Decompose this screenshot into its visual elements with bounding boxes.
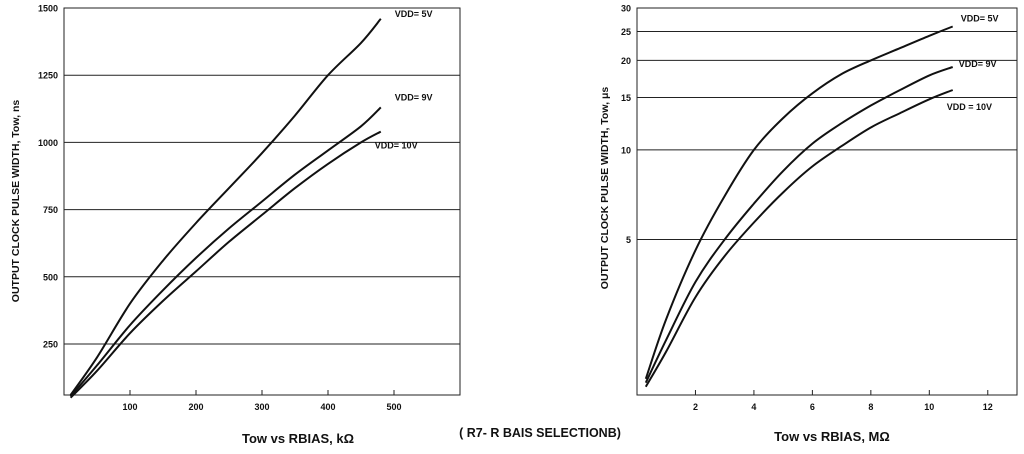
- left-x-tick-label: 100: [122, 402, 137, 412]
- left-curve-labels: VDD= 5V VDD= 9V VDD= 10V: [375, 9, 433, 151]
- left-curves: [69, 18, 382, 399]
- left-chart: 250 500 750 1000 1250 1500 100 200 300 400 500 VD…: [10, 4, 461, 446]
- right-x-ticks: 2 4 6 8 10 12: [693, 390, 993, 412]
- left-x-tick-label: 200: [188, 402, 203, 412]
- figure-caption: ( R7- R BAIS SELECTIONB): [459, 426, 621, 440]
- right-series-line: [644, 66, 954, 384]
- right-x-tick-label: 8: [868, 402, 873, 412]
- right-series-label: VDD= 5V: [961, 13, 999, 23]
- left-y-tick-label: 750: [43, 205, 58, 215]
- left-grid: [64, 74, 460, 345]
- left-x-axis-label: Tow vs RBIAS, kΩ: [242, 431, 354, 446]
- right-chart: 5 10 15 20 25 30 2 4 6 8 10 12 VDD= 5V VDD= 9V VDD =…: [599, 4, 1018, 444]
- left-x-tick-label: 400: [320, 402, 335, 412]
- right-y-tick-label: 5: [626, 235, 631, 245]
- right-y-axis-label: OUTPUT CLOCK PULSE WIDTH, Tow, μs: [599, 87, 611, 290]
- left-y-tick-label: 1250: [38, 71, 58, 81]
- right-y-tick-label: 25: [621, 27, 631, 37]
- left-series-line: [69, 130, 382, 399]
- right-y-tick-label: 20: [621, 56, 631, 66]
- left-x-ticks: 100 200 300 400 500: [122, 390, 402, 412]
- left-series-line: [69, 18, 382, 396]
- left-x-tick-label: 300: [254, 402, 269, 412]
- right-x-axis-label: Tow vs RBIAS, MΩ: [774, 429, 890, 444]
- right-plot-frame: [636, 7, 1018, 396]
- right-y-ticks: 5 10 15 20 25 30: [621, 4, 631, 245]
- right-y-tick-label: 30: [621, 4, 631, 14]
- right-curve-labels: VDD= 5V VDD= 9V VDD = 10V: [947, 13, 999, 112]
- right-series-label: VDD = 10V: [947, 102, 992, 112]
- left-y-tick-label: 1000: [38, 138, 58, 148]
- left-series-line: [69, 106, 382, 397]
- left-series-label: VDD= 9V: [395, 92, 433, 102]
- right-series-label: VDD= 9V: [959, 59, 997, 69]
- right-series-line: [644, 25, 954, 380]
- left-x-tick-label: 500: [386, 402, 401, 412]
- left-y-axis-label: OUTPUT CLOCK PULSE WIDTH, Tow, ns: [10, 100, 22, 303]
- right-x-tick-label: 6: [810, 402, 815, 412]
- left-series-label: VDD= 10V: [375, 141, 418, 151]
- left-series-label: VDD= 5V: [395, 9, 433, 19]
- right-x-tick-label: 4: [751, 402, 756, 412]
- right-x-tick-label: 12: [983, 402, 993, 412]
- left-y-tick-label: 1500: [38, 4, 58, 14]
- right-y-tick-label: 15: [621, 93, 631, 103]
- right-x-tick-label: 10: [924, 402, 934, 412]
- left-y-tick-label: 500: [43, 272, 58, 282]
- right-y-tick-label: 10: [621, 145, 631, 155]
- left-y-ticks: 250 500 750 1000 1250 1500: [38, 4, 58, 350]
- left-y-tick-label: 250: [43, 339, 58, 349]
- right-x-tick-label: 2: [693, 402, 698, 412]
- right-curves: [644, 25, 954, 388]
- right-series-line: [644, 89, 954, 388]
